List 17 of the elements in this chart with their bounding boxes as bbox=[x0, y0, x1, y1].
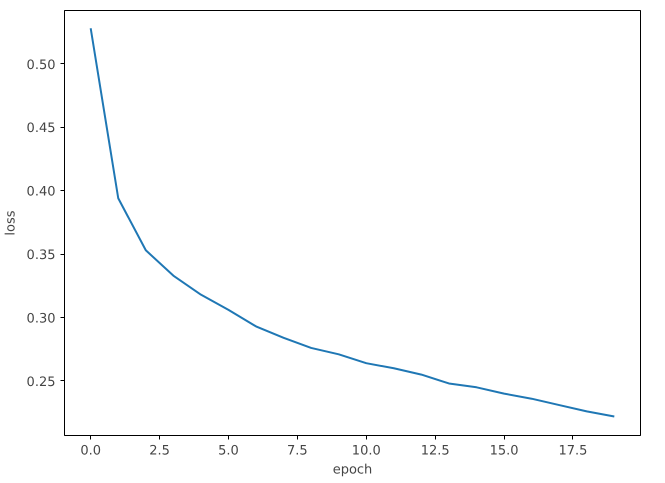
x-tick-label: 12.5 bbox=[420, 444, 450, 458]
x-tick-label: 2.5 bbox=[149, 444, 170, 458]
x-tick-label: 10.0 bbox=[352, 444, 381, 458]
y-tick-label: 0.50 bbox=[26, 58, 56, 73]
y-tick-label: 0.40 bbox=[26, 184, 56, 200]
x-axis-title: epoch bbox=[332, 462, 372, 478]
y-tick-label: 0.45 bbox=[26, 121, 56, 136]
x-tick-label: 17.5 bbox=[558, 444, 588, 458]
x-tick-label: 5.0 bbox=[218, 444, 239, 458]
x-tick-label: 15.0 bbox=[490, 444, 519, 458]
y-tick-label: 0.35 bbox=[26, 248, 56, 264]
x-tick-label: 0.0 bbox=[80, 444, 102, 458]
line-series bbox=[90, 27, 616, 418]
y-tick-label: 0.30 bbox=[26, 312, 56, 327]
y-tick-label: 0.25 bbox=[26, 374, 56, 390]
y-axis-title: loss bbox=[4, 210, 19, 236]
x-tick-label: 7.5 bbox=[287, 444, 308, 458]
